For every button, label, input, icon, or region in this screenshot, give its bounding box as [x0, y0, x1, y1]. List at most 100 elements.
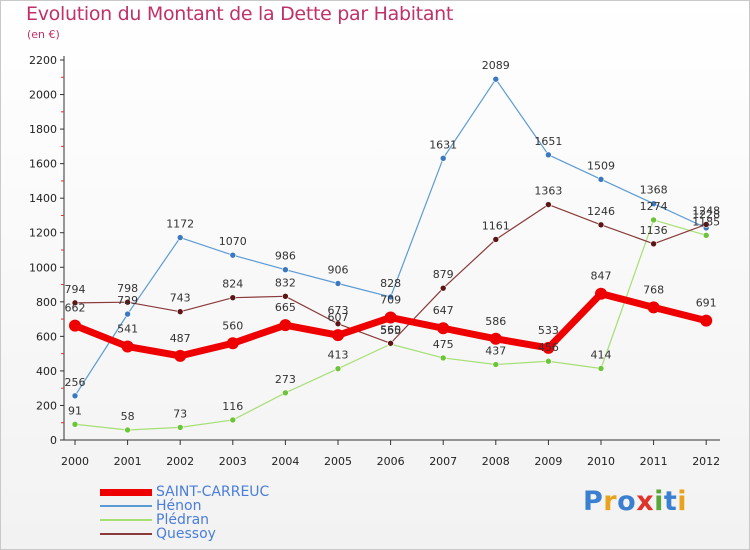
data-point	[702, 232, 710, 239]
data-point	[387, 339, 394, 347]
data-label: 828	[380, 277, 401, 290]
y-tick-label: 1200	[29, 227, 57, 240]
data-label: 1248	[692, 204, 720, 217]
data-label: 906	[328, 264, 349, 277]
data-point	[597, 365, 605, 372]
data-point	[702, 221, 710, 228]
data-point	[387, 293, 394, 301]
data-label: 1246	[587, 205, 615, 218]
data-point	[439, 354, 447, 362]
data-label: 533	[538, 324, 559, 337]
logo-letter: o	[617, 486, 637, 517]
data-label: 58	[121, 410, 135, 423]
data-label: 1161	[482, 219, 510, 232]
data-point	[545, 151, 552, 159]
data-point	[282, 266, 289, 273]
data-point	[334, 280, 342, 287]
x-tick-label: 2006	[377, 455, 405, 468]
data-point	[647, 301, 660, 314]
data-point	[121, 340, 134, 353]
logo-letter: P	[583, 486, 604, 517]
data-point	[124, 310, 131, 318]
data-point	[71, 392, 79, 400]
y-tick-label: 1600	[29, 158, 57, 171]
x-tick-label: 2008	[482, 455, 510, 468]
data-label: 1363	[534, 185, 562, 198]
data-label: 541	[117, 323, 138, 336]
data-label: 256	[65, 376, 86, 389]
legend-label: SAINT-CARREUC	[156, 484, 270, 500]
data-label: 607	[328, 311, 349, 324]
data-label: 798	[117, 282, 138, 295]
x-tick-label: 2012	[692, 455, 720, 468]
data-point	[71, 420, 79, 428]
data-label: 555	[380, 324, 401, 337]
y-tick-label: 0	[50, 434, 57, 447]
logo-letter: i	[677, 486, 688, 517]
x-tick-label: 2009	[534, 455, 562, 468]
legend-label: Hénon	[156, 498, 202, 514]
y-tick-label: 2000	[29, 89, 57, 102]
data-point	[226, 337, 239, 350]
x-tick-label: 2003	[219, 455, 247, 468]
data-label: 1368	[640, 184, 668, 197]
x-tick-label: 2011	[640, 455, 668, 468]
legend-swatch	[100, 533, 152, 535]
data-point	[650, 200, 657, 208]
data-point	[439, 284, 447, 292]
data-label: 1631	[429, 138, 457, 151]
data-label: 437	[485, 345, 506, 358]
y-tick-label: 600	[36, 330, 57, 343]
chart-title: Evolution du Montant de la Dette par Hab…	[26, 3, 454, 25]
data-point	[595, 287, 607, 300]
data-point	[71, 299, 79, 307]
data-point	[282, 292, 289, 300]
x-tick-label: 2001	[114, 455, 142, 468]
data-point	[489, 332, 502, 345]
x-tick-label: 2010	[587, 455, 615, 468]
y-tick-label: 1800	[29, 123, 57, 136]
data-point	[282, 389, 289, 397]
legend-swatch	[100, 488, 152, 496]
data-label: 560	[222, 319, 243, 332]
logo-letter: x	[636, 486, 655, 517]
data-label: 986	[275, 250, 296, 263]
data-point	[545, 201, 552, 208]
legend-swatch	[100, 505, 152, 507]
x-tick-label: 2000	[61, 455, 89, 468]
data-label: 586	[485, 315, 506, 328]
logo-letter: t	[663, 486, 678, 517]
data-point	[597, 176, 605, 183]
data-label: 1136	[640, 224, 668, 237]
data-label: 2089	[482, 59, 510, 72]
data-label: 560	[380, 323, 401, 336]
x-tick-label: 2007	[429, 455, 457, 468]
data-label: 116	[222, 400, 243, 413]
series-line-hénon	[74, 78, 707, 397]
data-label: 273	[275, 373, 296, 386]
data-label: 414	[591, 348, 612, 361]
data-point	[69, 319, 81, 332]
data-label: 1228	[692, 208, 720, 221]
data-label: 647	[433, 304, 454, 317]
data-label: 1651	[534, 135, 562, 148]
data-label: 413	[328, 349, 349, 362]
x-tick-label: 2002	[166, 455, 194, 468]
data-point	[542, 341, 555, 354]
data-label: 1509	[587, 159, 615, 172]
data-label: 673	[328, 304, 349, 317]
data-label: 832	[275, 276, 296, 289]
logo-letter: r	[603, 486, 618, 517]
data-label: 691	[696, 297, 717, 310]
data-point	[492, 361, 500, 368]
data-label: 847	[591, 270, 612, 283]
data-label: 1185	[692, 215, 720, 228]
data-point	[384, 311, 397, 324]
x-tick-label: 2004	[271, 455, 299, 468]
legend-label: Quessoy	[156, 526, 216, 542]
data-label: 794	[65, 283, 86, 296]
data-point	[437, 322, 450, 335]
data-label: 475	[433, 338, 454, 351]
